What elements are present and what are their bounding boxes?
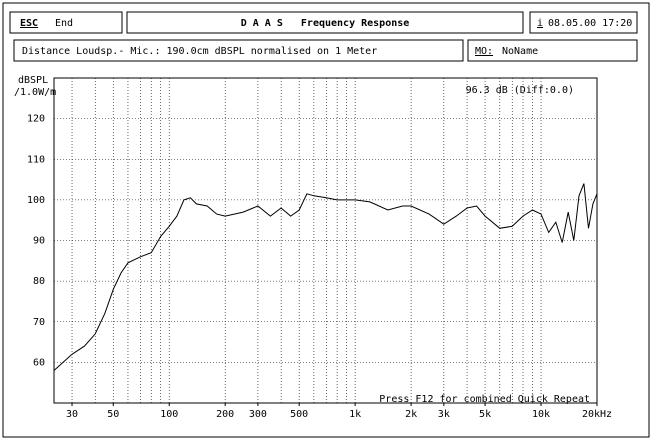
info-box[interactable]	[529, 11, 638, 34]
esc-label[interactable]: End	[55, 18, 73, 29]
x-tick-label: 5k	[479, 409, 491, 420]
y-tick-label: 80	[33, 276, 45, 287]
x-tick-label: 30	[66, 409, 78, 420]
mo-box[interactable]	[467, 39, 638, 62]
y-tick-label: 90	[33, 236, 45, 247]
y-tick-label: 60	[33, 357, 45, 368]
y-tick-label: 100	[27, 195, 45, 206]
y-axis-label: /1.0W/m	[14, 87, 56, 98]
x-tick-label: 50	[107, 409, 119, 420]
x-tick-label: 1k	[349, 409, 361, 420]
x-tick-label: 100	[160, 409, 178, 420]
x-tick-label: 500	[290, 409, 308, 420]
esc-key[interactable]: ESC	[20, 18, 38, 29]
mo-value: NoName	[502, 46, 538, 57]
y-tick-label: 70	[33, 317, 45, 328]
info-key[interactable]: i	[537, 18, 543, 29]
x-tick-label: 20kHz	[582, 409, 612, 420]
datetime: 08.05.00 17:20	[548, 18, 632, 29]
mo-key[interactable]: MO:	[475, 46, 493, 57]
title-box	[126, 11, 524, 34]
distance: Distance Loudsp.- Mic.: 190.0cm dBSPL no…	[22, 46, 377, 57]
title: D A A S Frequency Response	[241, 18, 410, 29]
esc-button[interactable]	[9, 11, 123, 34]
distance-box	[13, 39, 464, 62]
footer-hint: Press F12 for combined Quick Repeat	[379, 394, 590, 405]
y-tick-label: 120	[27, 114, 45, 125]
x-tick-label: 10k	[532, 409, 550, 420]
y-tick-label: 110	[27, 154, 45, 165]
x-tick-label: 2k	[405, 409, 417, 420]
annotation: 96.3 dB (Diff:0.0)	[466, 85, 574, 96]
x-tick-label: 300	[249, 409, 267, 420]
y-axis-label: dBSPL	[18, 75, 48, 86]
x-tick-label: 200	[216, 409, 234, 420]
x-tick-label: 3k	[438, 409, 450, 420]
response-curve	[53, 183, 598, 371]
